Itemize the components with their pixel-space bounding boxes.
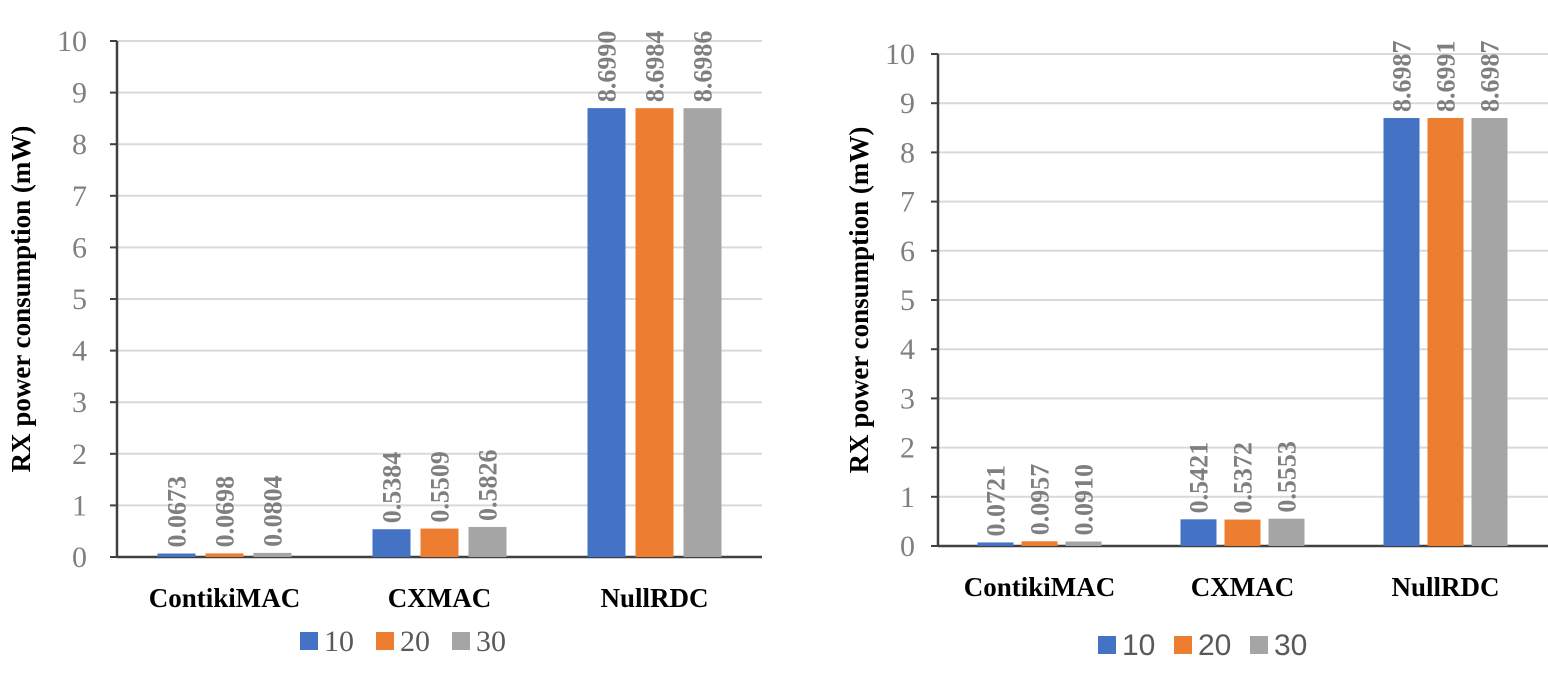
y-tick-label: 7 <box>900 186 915 219</box>
data-label: 0.0673 <box>163 476 192 548</box>
y-tick-label: 0 <box>72 541 87 574</box>
bar <box>683 108 722 558</box>
y-tick-label: 10 <box>57 25 87 58</box>
legend-swatch <box>1098 636 1116 654</box>
legend-swatch <box>1174 636 1192 654</box>
data-label: 0.5553 <box>1273 441 1302 513</box>
bar <box>1383 118 1420 546</box>
y-tick-label: 1 <box>72 489 87 522</box>
category-label: NullRDC <box>1391 572 1499 602</box>
y-tick-label: 2 <box>900 432 915 465</box>
legend-label: 30 <box>476 625 506 658</box>
y-tick-label: 10 <box>885 38 915 71</box>
y-tick-label: 6 <box>72 231 87 264</box>
data-label: 0.0910 <box>1070 464 1099 536</box>
data-label: 8.6990 <box>593 31 622 103</box>
chart-2: 0 1 2 3 4 5 6 7 8 9 10 RX power consumption (mW) 0.0… <box>844 38 1548 662</box>
legend-label: 30 <box>1274 629 1307 662</box>
y-tick-label: 4 <box>72 335 87 368</box>
bar <box>1427 118 1464 547</box>
category-label: NullRDC <box>600 583 708 613</box>
chart-1: 0 1 2 3 4 5 6 7 8 9 10 RX power consumption (mW) 0.0… <box>6 25 762 658</box>
bar <box>977 542 1014 546</box>
data-label: 0.5509 <box>426 451 455 523</box>
bar <box>635 108 674 557</box>
bar <box>1021 541 1058 546</box>
y-tick-label: 1 <box>900 481 915 514</box>
data-label: 0.0957 <box>1026 464 1055 536</box>
data-label: 0.5384 <box>378 452 407 524</box>
y-tick-label: 3 <box>72 386 87 419</box>
bar <box>1471 118 1508 546</box>
y-tick-label: 5 <box>900 284 915 317</box>
data-label: 8.6986 <box>689 31 718 103</box>
data-label: 0.0804 <box>259 475 288 547</box>
data-label: 8.6991 <box>1432 41 1461 113</box>
category-label: CXMAC <box>1191 572 1294 602</box>
bar <box>1065 541 1102 546</box>
y-axis-title: RX power consumption (mW) <box>6 126 36 473</box>
bar <box>157 553 196 557</box>
category-label: ContikiMAC <box>149 583 301 613</box>
y-tick-label: 8 <box>900 136 915 169</box>
data-label: 8.6987 <box>1476 41 1505 113</box>
bar <box>420 528 459 557</box>
y-tick-label: 0 <box>900 530 915 563</box>
y-axis-title: RX power consumption (mW) <box>844 127 874 474</box>
bar <box>468 526 507 557</box>
legend-swatch <box>1250 636 1268 654</box>
bar <box>587 108 626 558</box>
y-tick-label: 8 <box>72 128 87 161</box>
bar <box>1224 519 1261 546</box>
data-label: 0.0721 <box>982 465 1011 537</box>
data-label: 8.6987 <box>1388 41 1417 113</box>
legend-label: 10 <box>1122 629 1155 662</box>
legend-swatch <box>300 632 318 650</box>
y-tick-label: 2 <box>72 438 87 471</box>
bar <box>253 552 292 557</box>
data-label: 0.5826 <box>474 449 503 521</box>
legend-swatch <box>452 632 470 650</box>
y-tick-label: 4 <box>900 333 915 366</box>
category-label: CXMAC <box>388 583 491 613</box>
data-label: 0.5421 <box>1185 442 1214 514</box>
legend-label: 10 <box>324 625 354 658</box>
bar <box>205 553 244 557</box>
y-tick-label: 6 <box>900 235 915 268</box>
y-tick-label: 3 <box>900 382 915 415</box>
legend-swatch <box>376 632 394 650</box>
y-tick-label: 9 <box>900 87 915 120</box>
bar <box>1180 519 1217 546</box>
y-tick-label: 7 <box>72 180 87 213</box>
y-tick-label: 9 <box>72 77 87 110</box>
y-tick-label: 5 <box>72 283 87 316</box>
data-label: 0.5372 <box>1229 442 1258 514</box>
bar <box>372 529 411 557</box>
bar <box>1268 518 1305 546</box>
category-label: ContikiMAC <box>964 572 1116 602</box>
data-label: 8.6984 <box>641 31 670 103</box>
legend-label: 20 <box>1198 629 1231 662</box>
legend-label: 20 <box>400 625 430 658</box>
data-label: 0.0698 <box>211 476 240 548</box>
